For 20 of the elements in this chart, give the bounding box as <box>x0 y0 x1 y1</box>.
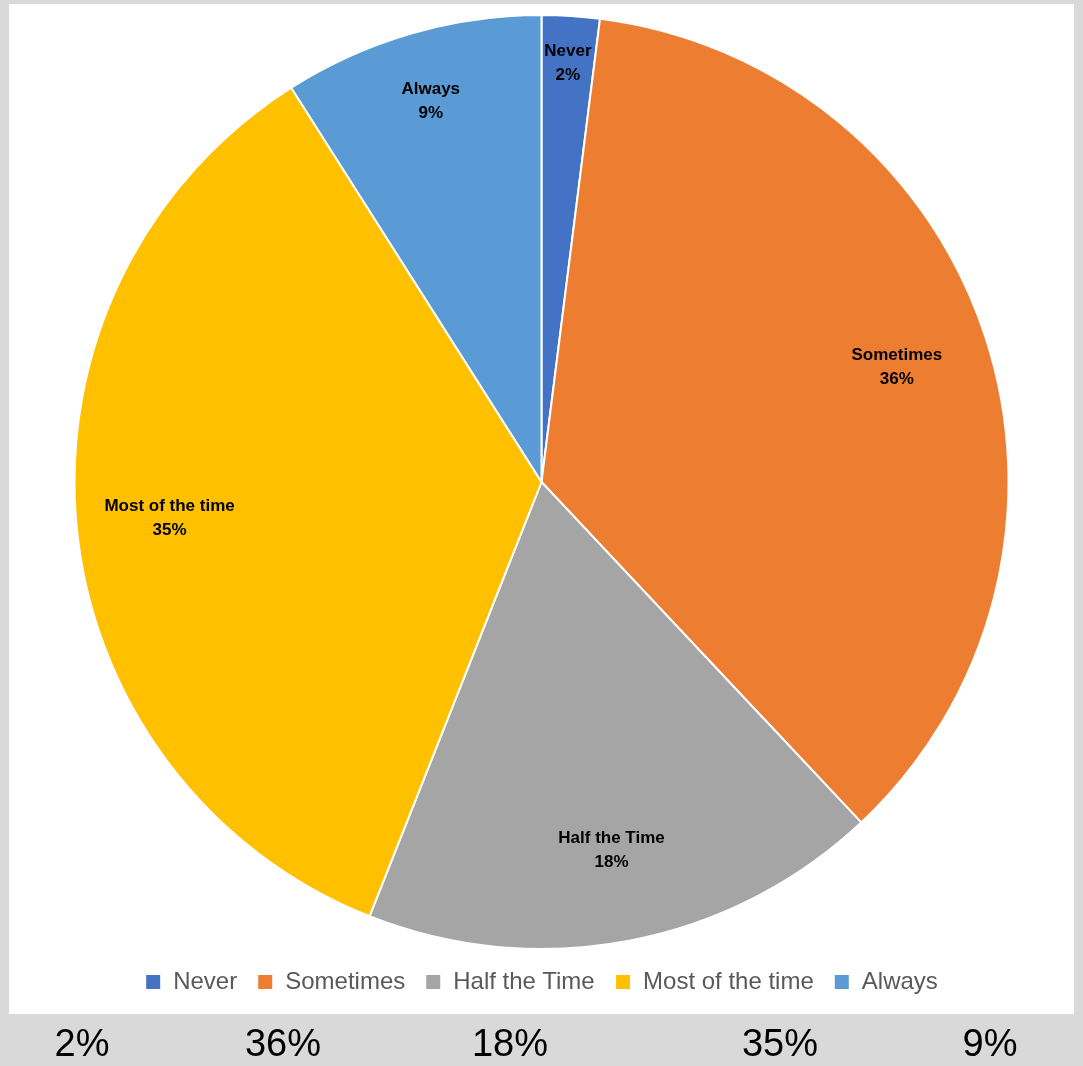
slice-label: Half the Time <box>558 827 665 847</box>
text: 18% <box>471 1022 549 1064</box>
data-label: 35% <box>152 519 187 539</box>
data-label: 36% <box>879 369 914 389</box>
legend-label: Half the Time <box>453 966 595 994</box>
legend-label: Never <box>173 966 238 994</box>
slice-label: Never <box>544 41 592 61</box>
slice-label: Most of the time <box>104 495 235 515</box>
text: 2% <box>54 1022 110 1064</box>
legend-label: Always <box>861 966 938 994</box>
legend-label: Sometimes <box>285 966 406 994</box>
data-label: 2% <box>555 65 581 85</box>
data-label: 9% <box>418 103 444 123</box>
data-label: 18% <box>594 851 629 871</box>
legend-label: Most of the time <box>643 966 814 994</box>
slice-label: Sometimes <box>851 345 943 365</box>
text: 35% <box>741 1022 819 1064</box>
text: 36% <box>244 1022 322 1064</box>
slice-label: Always <box>401 79 461 99</box>
text: 9% <box>962 1022 1018 1064</box>
